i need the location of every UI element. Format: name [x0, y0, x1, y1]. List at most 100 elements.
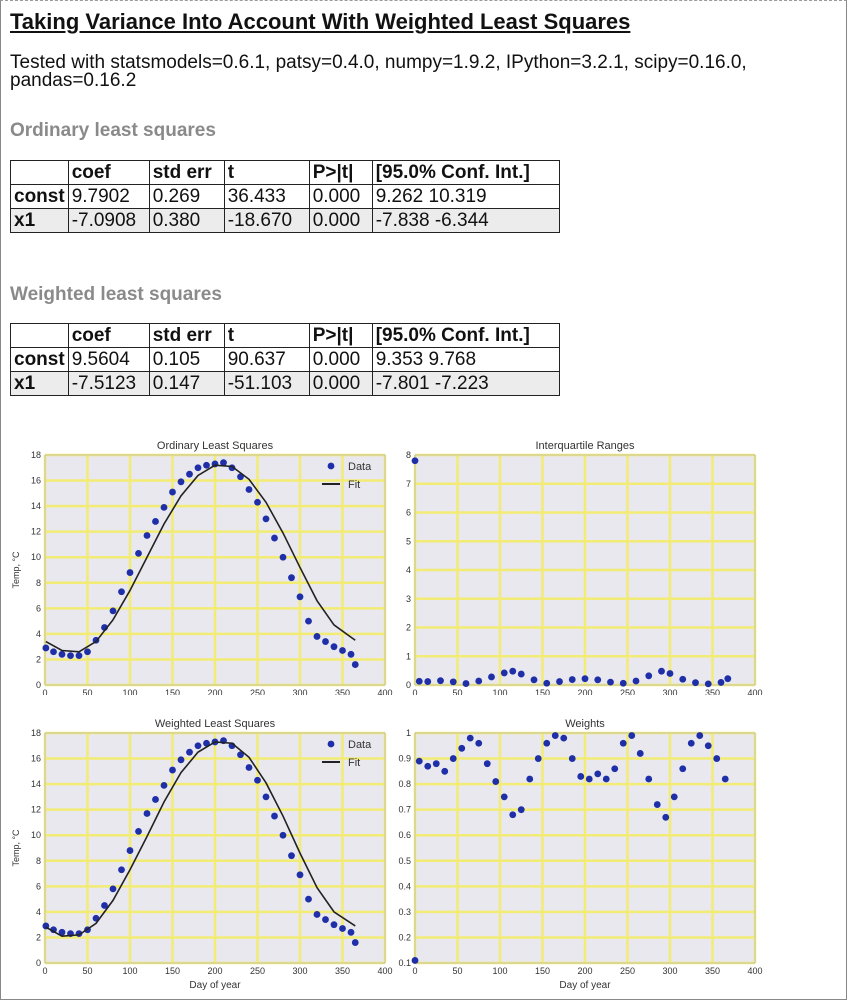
data-point: [411, 457, 419, 465]
data-point: [237, 751, 244, 759]
data-point: [339, 925, 346, 932]
data-point: [636, 750, 644, 757]
y-tick-label: 10: [31, 830, 41, 840]
interquartile-chart-svg: 0 50 100 150 200 250 300 350 400 0 1 2 3 4 5 6 7 8 Interqu…: [406, 440, 763, 695]
data-point: [611, 765, 619, 773]
data-point: [58, 650, 66, 658]
data-point: [67, 652, 74, 660]
table-row: x1 -7.0908 0.380 -18.670 0.000 -7.838 -6…: [10, 208, 560, 233]
y-tick-label: 18: [31, 728, 41, 738]
x-tick-label: 250: [620, 688, 635, 695]
x-tick-label: 300: [662, 688, 677, 695]
row-label: x1: [10, 371, 69, 396]
y-tick-label: 0: [36, 958, 41, 968]
data-point: [679, 675, 687, 683]
data-point: [330, 921, 338, 929]
data-point: [543, 679, 551, 687]
legend-label: Data: [348, 739, 372, 751]
data-point: [339, 647, 346, 654]
table-row: const 9.5604 0.105 90.637 0.000 9.353 9.…: [10, 347, 560, 372]
table-cell: -7.801 -7.223: [371, 371, 560, 396]
x-tick-label: 300: [662, 966, 677, 976]
data-point: [458, 744, 466, 752]
legend-label: Fit: [348, 479, 360, 491]
data-point: [577, 773, 585, 780]
data-point: [568, 676, 576, 683]
data-point: [424, 762, 432, 770]
x-tick-label: 150: [535, 688, 550, 695]
plot-frame: [44, 732, 386, 964]
table-cell: -7.838 -6.344: [371, 208, 560, 233]
x-tick-label: 150: [165, 688, 180, 695]
data-point: [143, 810, 151, 817]
data-point: [288, 574, 295, 582]
data-point: [330, 643, 338, 651]
data-point: [437, 677, 444, 685]
x-tick-label: 0: [412, 688, 417, 695]
x-tick-label: 200: [577, 688, 592, 695]
x-tick-label: 50: [452, 688, 462, 695]
wls-results-table: coef std err t P>|t| [95.0% Conf. Int.] …: [10, 323, 560, 396]
data-point: [186, 748, 193, 756]
data-point: [721, 775, 729, 783]
data-point: [42, 644, 50, 652]
data-point: [50, 648, 57, 656]
weights-chart: 0 50 100 150 200 250 300 350 400 0.1 0.2 0.3 0.4 0.5 0…: [385, 713, 775, 993]
chart-title: Weighted Least Squares: [155, 718, 276, 730]
ols-chart: 0 50 100 150 200 250 300 350 400 0 2 4 6 8 10 12 14 16 18 O…: [5, 435, 395, 695]
table-cell: 9.353 9.768: [371, 347, 560, 372]
y-tick-label: 3: [406, 594, 411, 604]
ols-results-table: coef std err t P>|t| [95.0% Conf. Int.] …: [10, 160, 560, 233]
data-point: [483, 760, 491, 768]
column-header: P>|t|: [308, 160, 373, 185]
y-tick-label: 8: [36, 578, 41, 588]
x-tick-label: 200: [207, 688, 222, 695]
data-point: [194, 742, 202, 750]
data-point: [84, 648, 91, 656]
data-point: [288, 852, 295, 860]
data-point: [245, 764, 253, 771]
x-tick-label: 200: [577, 966, 592, 976]
table-cell: -18.670: [223, 208, 310, 233]
data-point: [279, 553, 287, 561]
version-info: Tested with statsmodels=0.6.1, patsy=0.4…: [10, 52, 747, 91]
plot-frame: [414, 454, 756, 686]
y-tick-label: 6: [36, 881, 41, 891]
data-point: [254, 498, 261, 506]
column-header: std err: [148, 323, 225, 348]
table-cell: 0.380: [148, 208, 225, 233]
data-point: [713, 755, 721, 762]
data-point: [245, 486, 253, 493]
data-point: [313, 911, 321, 918]
x-tick-label: 350: [335, 688, 350, 695]
column-header: [95.0% Conf. Int.]: [371, 323, 560, 348]
data-point: [568, 755, 576, 762]
y-tick-label: 12: [31, 805, 41, 815]
data-point: [109, 607, 117, 615]
data-point: [717, 679, 725, 686]
data-point: [313, 633, 321, 640]
data-point: [126, 569, 134, 576]
table-cell: 9.5604: [67, 347, 150, 372]
y-tick-label: 0.9: [398, 754, 411, 764]
y-tick-label: 0.4: [398, 881, 411, 891]
y-tick-label: 16: [31, 754, 41, 764]
x-tick-label: 400: [377, 966, 392, 976]
data-point: [50, 926, 57, 934]
table-cell: 0.105: [148, 347, 225, 372]
y-tick-label: 2: [406, 623, 411, 633]
row-label: x1: [10, 208, 69, 233]
row-label: const: [10, 184, 69, 209]
data-point: [160, 781, 168, 789]
data-point: [296, 871, 304, 879]
table-cell: -7.5123: [67, 371, 150, 396]
x-tick-label: 300: [292, 966, 307, 976]
table-cell: 0.000: [308, 184, 373, 209]
data-point: [186, 470, 193, 478]
x-tick-label: 0: [42, 688, 47, 695]
data-point: [194, 464, 202, 472]
table-corner-cell: [10, 160, 69, 185]
x-tick-label: 100: [122, 688, 137, 695]
y-tick-label: 2: [36, 932, 41, 942]
data-point: [118, 866, 125, 874]
